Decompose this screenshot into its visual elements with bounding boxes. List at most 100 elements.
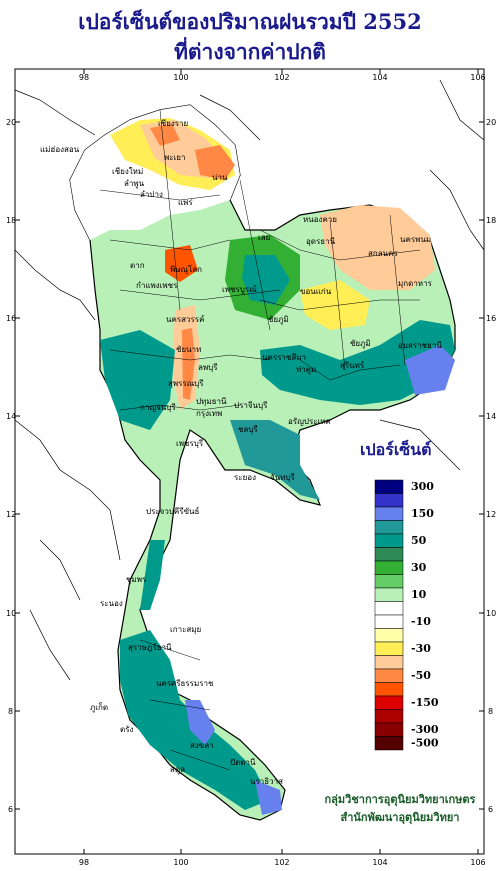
legend-swatch (374, 722, 404, 737)
lat-label-18-right: 18 (486, 216, 496, 225)
credit-line-1: กลุ่มวิชาการอุตุนิยมวิทยาเกษตร (324, 793, 476, 806)
place-name-phetchaburi: เพชรบุรี (176, 439, 204, 448)
central-north-teal-zone (242, 255, 290, 305)
lat-label-20-right: 20 (486, 118, 496, 127)
place-name-kamphaeng-phet: กำแพงเพชร (136, 281, 178, 290)
latitude-ticks-right: 20 18 16 14 12 10 8 6 (486, 118, 496, 814)
place-name-rayong: ระยอง (234, 473, 256, 482)
legend-label: 30 (411, 561, 427, 574)
place-name-nakhon-ratchasima: นครราชสีมา (262, 353, 306, 362)
gulf-east-teal (230, 420, 320, 500)
legend-label: -50 (411, 669, 431, 682)
legend-swatch (374, 533, 404, 548)
place-name-prachuap: ประจวบคีรีขันธ์ (146, 506, 200, 516)
place-name-nan: น่าน (212, 173, 228, 182)
lon-label-100-bottom: 100 (173, 858, 188, 867)
lat-label-14-left: 14 (6, 412, 16, 421)
map-title-line-2: ที่ต่างจากค่าปกติ (174, 39, 326, 64)
legend-label: 10 (411, 588, 427, 601)
neighbour-boundaries (14, 79, 485, 681)
legend: 300 150 50 30 10 -10 -30 -50 -150 -300-500 (374, 479, 439, 751)
legend-swatch (374, 601, 404, 616)
place-name-chumphon: ชุมพร (126, 575, 147, 584)
legend-swatch (374, 506, 404, 521)
place-name-tak: ตาก (130, 261, 145, 270)
place-name-satun: สตูล (170, 765, 185, 775)
place-name-surat-thani: สุราษฎร์ธานี (128, 642, 172, 652)
south-blue-zone-2 (255, 780, 282, 815)
lon-label-98-bottom: 98 (79, 858, 89, 867)
place-name-phrae: แพร่ (178, 198, 193, 207)
place-name-chanthaburi: จันทบุรี (270, 473, 296, 482)
lon-label-104-top: 104 (372, 73, 387, 82)
place-name-chiang-rai: เชียงราย (158, 119, 188, 128)
place-name-mae-hong-son: แม่ฮ่องสอน (40, 145, 80, 154)
longitude-ticks-top: 98 100 102 104 106 (79, 73, 486, 82)
lon-label-106-top: 106 (470, 73, 485, 82)
place-name-mukdahan: มุกดาหาร (398, 279, 433, 288)
place-name-aranyaprathet: อรัญประเทศ (288, 417, 331, 426)
east-teal-zone (260, 320, 455, 405)
map-title-line-1: เปอร์เซ็นต์ของปริมาณฝนรวมปี 2552 (78, 9, 422, 34)
place-name-ubon-ratchathani: อุบลราชธานี (398, 341, 442, 350)
legend-swatch (374, 709, 404, 724)
lon-label-106-bottom: 106 (470, 858, 485, 867)
place-name-udon-thani: อุดรธานี (306, 237, 336, 246)
place-name-nakhon-sawan: นครสวรรค์ (166, 314, 204, 324)
place-name-chon-buri: ชลบุรี (238, 425, 258, 434)
place-name-khon-kaen: ขอนแก่น (300, 287, 332, 296)
place-name-nakhon-si-thammarat: นครศรีธรรมราช (156, 679, 214, 688)
lat-label-6-right: 6 (488, 805, 493, 814)
lat-label-14-right: 14 (486, 412, 496, 421)
legend-swatch (374, 587, 404, 602)
place-name-trang: ตรัง (120, 725, 133, 734)
place-name-lop-buri: ลพบุรี (198, 363, 218, 372)
place-name-phayao: พะเยา (164, 153, 185, 162)
place-name-nakhon-phanom: นครพนม (400, 235, 431, 244)
place-name-chiang-mai: เชียงใหม่ (112, 167, 143, 176)
northeast-yellow-zone (300, 280, 370, 330)
place-name-songkhla: สงขลา (190, 741, 214, 750)
legend-label: 300 (411, 480, 434, 493)
place-name-surin: สุรินทร์ (340, 360, 365, 370)
place-name-phetchabun: เพชรบูรณ์ (222, 284, 257, 295)
legend-label: 150 (411, 507, 434, 520)
place-name-chaiyaphum: ชัยภูมิ (268, 315, 289, 325)
place-name-pathum-thani: ปทุมธานี (196, 397, 227, 406)
legend-swatch (374, 574, 404, 589)
place-name-lamphun: ลำพูน (124, 179, 145, 189)
central-teal-plain (100, 330, 175, 430)
latitude-ticks-left: 20 18 16 14 12 10 8 6 (6, 118, 16, 814)
legend-swatch (374, 493, 404, 508)
legend-label: -150 (411, 696, 439, 709)
north-red-spot-1 (195, 145, 235, 180)
legend-title: เปอร์เซ็นต์ (360, 438, 431, 459)
place-name-lampang: ลำปาง (140, 190, 163, 199)
province-boundaries (99, 109, 421, 771)
legend-swatch (374, 547, 404, 562)
lat-label-16-left: 16 (6, 314, 16, 323)
legend-label: -300 (411, 723, 439, 736)
lat-label-20-left: 20 (6, 118, 16, 127)
place-name-loei: เลย (258, 233, 270, 242)
legend-swatch (374, 641, 404, 656)
place-name-chai-nat: ชัยนาท (176, 345, 201, 354)
place-name-ko-samui: เกาะสมุย (170, 625, 201, 634)
place-names: เชียงราย แม่ฮ่องสอน เชียงใหม่ พะเยา น่าน… (40, 119, 442, 786)
place-name-kanchanaburi: กาญจนบุรี (140, 403, 176, 412)
legend-label: 50 (411, 534, 427, 547)
place-name-phitsanulok: พิษณุโลก (170, 264, 202, 274)
peninsula-teal-upper (140, 540, 165, 610)
place-name-narathiwat: นราธิวาส (250, 777, 283, 786)
place-name-ranong: ระนอง (100, 599, 123, 608)
legend-swatch (374, 628, 404, 643)
legend-swatch (374, 736, 404, 751)
legend-swatch (374, 655, 404, 670)
place-name-suphan-buri: สุพรรณบุรี (168, 379, 204, 388)
place-name-nong-khai: หนองคาย (303, 215, 337, 224)
legend-swatch (374, 695, 404, 710)
place-name-sakon-nakhon: สกลนคร (368, 249, 398, 258)
place-name-chaiyaphum-2: ชัยภูมิ (350, 339, 371, 349)
place-name-phuket: ภูเก็ต (90, 702, 108, 713)
